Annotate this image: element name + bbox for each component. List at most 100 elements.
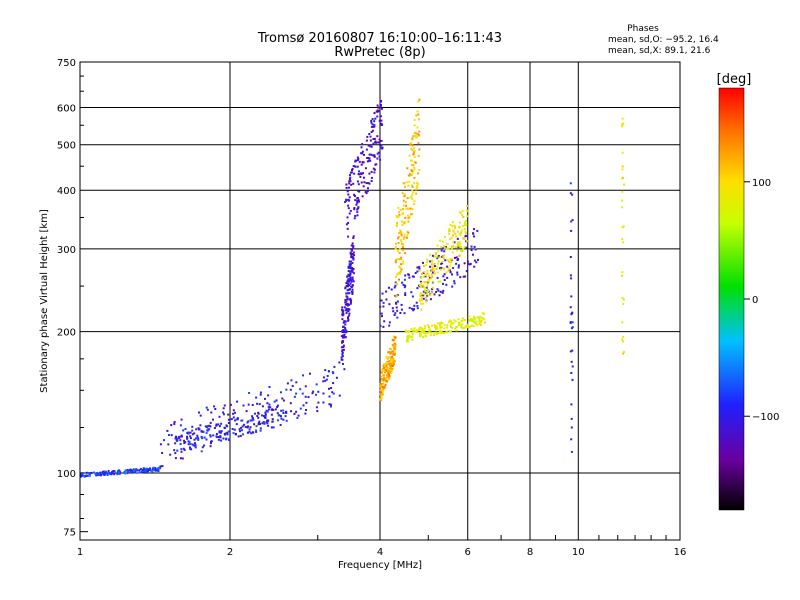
echo-point [268,386,271,388]
echo-point [465,246,468,249]
echo-point [341,341,343,344]
echo-point [235,423,238,426]
echo-point [108,472,111,474]
echo-point [338,361,341,364]
echo-point [351,249,353,252]
echo-point [178,435,181,438]
echo-point [218,431,221,434]
echo-point [101,471,104,473]
echo-point [455,329,458,332]
echo-point [379,325,382,327]
echo-point [430,292,433,294]
echo-point [344,326,347,329]
echo-point [441,322,444,325]
echo-point [117,470,120,473]
echo-point [421,302,424,305]
echo-point [389,366,392,369]
echo-point [113,473,116,476]
echo-point [407,214,410,217]
echo-point [416,287,419,290]
echo-point [402,262,404,265]
echo-point [413,327,416,330]
echo-point [84,475,87,478]
echo-point [437,262,440,265]
echo-point [452,267,454,269]
echo-point [621,151,624,154]
echo-point [159,443,162,446]
echo-point [170,434,173,437]
echo-point [439,322,442,325]
echo-point [430,331,433,334]
echo-point [439,280,442,283]
echo-point [299,388,302,391]
echo-point [445,271,448,274]
echo-point [399,239,402,242]
echo-point [378,155,381,158]
echo-point [366,135,369,138]
echo-point [621,321,624,324]
echo-point [570,229,573,232]
echo-point [621,117,624,120]
echo-point [400,234,403,237]
echo-point [394,247,397,250]
echo-point [443,268,445,271]
echo-point [297,414,300,417]
echo-point [344,286,347,289]
echo-point [356,165,359,168]
echo-point [373,124,376,127]
echo-point [94,472,97,475]
echo-point [413,168,416,171]
echo-point [409,143,412,146]
echo-point [187,432,190,435]
echo-point [247,403,250,406]
echo-point [393,338,396,341]
echo-point [411,275,414,278]
echo-point [407,220,410,223]
echo-point [363,181,366,184]
echo-point [413,304,416,307]
echo-point [623,351,626,353]
echo-point [420,308,423,311]
echo-point [352,272,355,275]
echo-point [426,331,429,334]
echo-point [411,148,414,151]
echo-point [356,200,359,202]
echo-point [234,419,237,422]
echo-point [456,325,459,328]
echo-point [422,261,424,264]
echo-point [462,317,464,320]
echo-point [370,170,373,173]
echo-point [236,417,239,420]
echo-point [387,368,390,370]
echo-point [407,231,410,234]
echo-point [351,293,354,295]
echo-point [403,222,406,225]
echo-point [239,434,242,437]
echo-point [465,232,467,235]
echo-point [271,408,274,411]
echo-point [382,325,385,328]
echo-point [88,474,91,477]
echo-point [117,472,120,475]
echo-point [420,330,423,332]
echo-point [326,375,329,377]
echo-point [454,327,456,330]
echo-point [189,447,192,450]
echo-point [189,446,191,449]
chart-subtitle: RwPretec (8p) [334,45,425,60]
echo-point [156,468,159,471]
echo-point [407,337,410,340]
echo-point [388,356,391,359]
echo-point [427,290,429,292]
echo-point [305,409,307,411]
echo-point [461,323,464,326]
colorbar-ticks: 100 0 −100 [744,178,779,423]
echo-point [462,248,465,250]
echo-point [413,124,416,127]
echo-point [439,329,442,332]
echo-point [342,344,345,347]
echo-point [191,433,194,436]
echo-point [382,376,385,379]
echo-point [111,471,114,474]
echo-point [425,296,428,299]
